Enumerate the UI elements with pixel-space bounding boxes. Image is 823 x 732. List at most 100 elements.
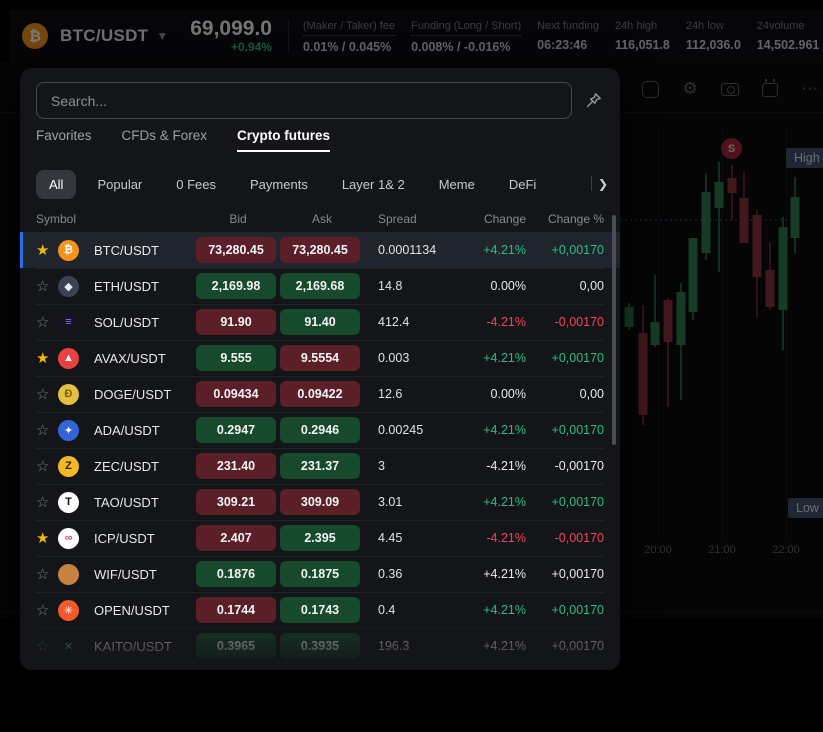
change-percent-value: +0,00170 — [551, 423, 604, 437]
bid-price-pill[interactable]: 0.3965 — [196, 633, 276, 659]
symbol-table: ★ ₿ BTC/USDT 73,280.45 73,280.45 0.0001134 +4.… — [20, 232, 620, 670]
ask-price-pill[interactable]: 0.09422 — [280, 381, 360, 407]
table-row[interactable]: ☆ T TAO/USDT 309.21 309.09 3.01 +4.21% +0,00170 — [20, 484, 620, 520]
spread-value: 0.003 — [378, 351, 410, 365]
tab-favorites[interactable]: Favorites — [36, 128, 92, 143]
chip-0-fees[interactable]: 0 Fees — [176, 177, 217, 192]
table-row[interactable]: ☆ ✳ OPEN/USDT 0.1744 0.1743 0.4 +4.21% +0,00170 — [20, 592, 620, 628]
table-row[interactable]: ☆ ◆ ETH/USDT 2,169.98 2,169.68 14.8 0.00% 0,00 — [20, 268, 620, 304]
spread-value: 12.6 — [378, 387, 403, 401]
col-header-spread: Spread — [378, 212, 417, 226]
change-value: +4.21% — [483, 495, 526, 509]
ask-price-pill[interactable]: 73,280.45 — [280, 237, 360, 263]
ask-price-pill[interactable]: 0.3935 — [280, 633, 360, 659]
ask-price-pill[interactable]: 91.40 — [280, 309, 360, 335]
pin-icon[interactable] — [580, 87, 606, 113]
avax-icon: ▲ — [58, 347, 79, 369]
ask-price-pill[interactable]: 2.395 — [280, 525, 360, 551]
chevron-right-icon: ❯ — [597, 176, 608, 191]
eth-icon: ◆ — [58, 275, 79, 297]
change-value: +4.21% — [483, 243, 526, 257]
table-row[interactable]: ☆ Ð DOGE/USDT 0.09434 0.09422 12.6 0.00% 0,00 — [20, 376, 620, 412]
favorite-star-icon[interactable]: ☆ — [36, 313, 50, 331]
favorite-star-icon[interactable]: ☆ — [36, 385, 50, 403]
ask-price-pill[interactable]: 2,169.68 — [280, 273, 360, 299]
chip-all[interactable]: All — [36, 170, 77, 199]
spread-value: 14.8 — [378, 279, 403, 293]
change-value: +4.21% — [483, 423, 526, 437]
btc-icon: ₿ — [58, 239, 79, 261]
table-row[interactable]: ☆ ✦ ADA/USDT 0.2947 0.2946 0.00245 +4.21% +0,00… — [20, 412, 620, 448]
change-percent-value: +0,00170 — [551, 639, 604, 653]
change-value: -4.21% — [486, 315, 526, 329]
bid-price-pill[interactable]: 231.40 — [196, 453, 276, 479]
table-row[interactable]: ☆ WIF/USDT 0.1876 0.1875 0.36 +4.21% +0,00170 — [20, 556, 620, 592]
change-value: 0.00% — [490, 387, 526, 401]
search-input[interactable] — [36, 82, 572, 119]
chip-payments[interactable]: Payments — [250, 177, 308, 192]
bid-price-pill[interactable]: 2.407 — [196, 525, 276, 551]
table-row[interactable]: ☆ ✕ KAITO/USDT 0.3965 0.3935 196.3 +4.21% +0,00… — [20, 628, 620, 664]
tab-crypto-futures[interactable]: Crypto futures — [237, 128, 331, 152]
ask-price-pill[interactable]: 0.1875 — [280, 561, 360, 587]
bid-price-pill[interactable]: 0.2947 — [196, 417, 276, 443]
chips-scroll-right[interactable]: ❯ — [590, 176, 608, 191]
change-percent-value: 0,00 — [579, 387, 604, 401]
zec-icon: Z — [58, 455, 79, 477]
favorite-star-icon[interactable]: ☆ — [36, 565, 50, 583]
ask-price-pill[interactable]: 0.2946 — [280, 417, 360, 443]
table-row[interactable]: ★ ▲ AVAX/USDT 9.555 9.5554 0.003 +4.21% +0,0017… — [20, 340, 620, 376]
table-row[interactable]: ☆ ≡ SOL/USDT 91.90 91.40 412.4 -4.21% -0,00170 — [20, 304, 620, 340]
bid-price-pill[interactable]: 73,280.45 — [196, 237, 276, 263]
change-value: -4.21% — [486, 459, 526, 473]
chip-popular[interactable]: Popular — [97, 177, 143, 192]
favorite-star-icon[interactable]: ☆ — [36, 277, 50, 295]
bid-price-pill[interactable]: 0.1744 — [196, 597, 276, 623]
scrollbar-thumb[interactable] — [612, 215, 616, 445]
chip-defi[interactable]: DeFi — [508, 177, 537, 192]
favorite-star-filled-icon[interactable]: ★ — [36, 529, 50, 547]
ask-price-pill[interactable]: 231.37 — [280, 453, 360, 479]
ask-price-pill[interactable]: 0.1743 — [280, 597, 360, 623]
tao-icon: T — [58, 491, 79, 513]
favorite-star-icon[interactable]: ☆ — [36, 457, 50, 475]
symbol-label: ADA/USDT — [94, 422, 160, 438]
favorite-star-icon[interactable]: ☆ — [36, 493, 50, 511]
col-header-symbol: Symbol — [36, 212, 77, 226]
col-header-change-: Change % — [547, 212, 604, 226]
bid-price-pill[interactable]: 0.1876 — [196, 561, 276, 587]
change-value: +4.21% — [483, 603, 526, 617]
change-value: -4.21% — [486, 531, 526, 545]
symbol-label: SOL/USDT — [94, 314, 160, 330]
bid-price-pill[interactable]: 2,169.98 — [196, 273, 276, 299]
bid-price-pill[interactable]: 309.21 — [196, 489, 276, 515]
open-icon: ✳ — [58, 599, 79, 621]
table-row[interactable]: ★ ₿ BTC/USDT 73,280.45 73,280.45 0.0001134 +4.… — [20, 232, 620, 268]
bid-price-pill[interactable]: 91.90 — [196, 309, 276, 335]
favorite-star-filled-icon[interactable]: ★ — [36, 349, 50, 367]
bid-price-pill[interactable]: 9.555 — [196, 345, 276, 371]
favorite-star-filled-icon[interactable]: ★ — [36, 241, 50, 259]
favorite-star-icon[interactable]: ☆ — [36, 637, 50, 655]
symbol-label: ZEC/USDT — [94, 458, 159, 474]
ask-price-pill[interactable]: 309.09 — [280, 489, 360, 515]
favorite-star-icon[interactable]: ☆ — [36, 601, 50, 619]
symbol-label: BTC/USDT — [94, 242, 159, 258]
change-percent-value: +0,00170 — [551, 243, 604, 257]
table-row[interactable]: ☆ Z ZEC/USDT 231.40 231.37 3 -4.21% -0,00170 — [20, 448, 620, 484]
favorite-star-icon[interactable]: ☆ — [36, 421, 50, 439]
bid-price-pill[interactable]: 0.09434 — [196, 381, 276, 407]
wif-icon — [58, 563, 79, 585]
spread-value: 0.4 — [378, 603, 396, 617]
ask-price-pill[interactable]: 9.5554 — [280, 345, 360, 371]
icp-icon: ∞ — [58, 527, 79, 549]
table-row[interactable]: ★ ∞ ICP/USDT 2.407 2.395 4.45 -4.21% -0,00170 — [20, 520, 620, 556]
chip-layer-1-2[interactable]: Layer 1& 2 — [341, 177, 405, 192]
spread-value: 0.36 — [378, 567, 403, 581]
symbol-label: ICP/USDT — [94, 530, 155, 546]
chip-meme[interactable]: Meme — [438, 177, 475, 192]
selected-row-indicator — [20, 232, 23, 268]
tab-cfds-forex[interactable]: CFDs & Forex — [121, 128, 208, 143]
kaito-icon: ✕ — [63, 640, 74, 653]
spread-value: 412.4 — [378, 315, 410, 329]
